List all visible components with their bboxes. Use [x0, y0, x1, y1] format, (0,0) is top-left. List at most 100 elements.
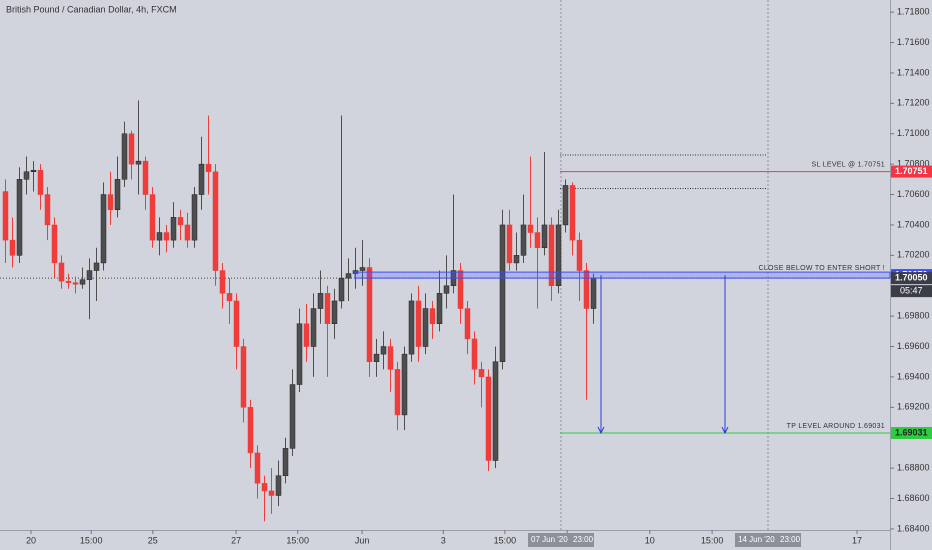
level-badge-label: 1.69031	[895, 427, 928, 437]
candle-body	[457, 270, 464, 309]
countdown-label: 05:47	[900, 286, 923, 296]
y-tick-label: 1.68600	[897, 493, 930, 503]
candle-body	[240, 346, 247, 408]
candle-body	[9, 239, 16, 256]
x-tick-label: 20	[26, 535, 36, 545]
candle-body	[590, 277, 597, 309]
candle-body	[170, 217, 177, 241]
y-tick-label: 1.70800	[897, 159, 930, 169]
level-badge	[891, 427, 932, 440]
candle-body	[163, 232, 170, 241]
y-tick-label: 1.68400	[897, 523, 930, 533]
level-label: CLOSE BELOW TO ENTER SHORT !	[758, 265, 885, 272]
candle-body	[401, 353, 408, 416]
candle-body	[485, 376, 492, 461]
candle-body	[79, 279, 86, 285]
candle-body	[436, 293, 443, 324]
candle-body	[93, 262, 100, 271]
candle-body	[191, 194, 198, 241]
candle-body	[58, 262, 65, 282]
candle-body	[562, 185, 569, 226]
candle-body	[114, 179, 121, 210]
candle-body	[107, 194, 114, 210]
candle-body	[205, 163, 212, 172]
candle-body	[324, 293, 331, 324]
candle-body	[177, 217, 184, 226]
candle-body	[149, 194, 156, 241]
candle-body	[16, 179, 23, 256]
x-tick-label: 10	[645, 535, 655, 545]
candle-body	[72, 282, 79, 285]
candle-body	[282, 448, 289, 476]
level-label: SL LEVEL @ 1.70751	[812, 161, 885, 168]
candle-body	[506, 224, 513, 264]
candle-body	[464, 308, 471, 340]
candle-body	[51, 224, 58, 264]
x-tick-label: 25	[148, 535, 158, 545]
candle-body	[520, 224, 527, 256]
candle-body	[548, 224, 555, 286]
candle-body	[492, 361, 499, 461]
candle-body	[387, 346, 394, 370]
candle-body	[100, 194, 107, 264]
candle-body	[296, 323, 303, 385]
candle-body	[275, 475, 282, 496]
price-badge-label: 1.70050	[895, 273, 928, 283]
candle-body	[142, 160, 149, 195]
level-label: TP LEVEL AROUND 1.69031	[787, 423, 885, 430]
entry-zone	[354, 271, 891, 279]
candle-body	[534, 232, 541, 248]
y-tick-label: 1.69400	[897, 371, 930, 381]
candle-body	[366, 267, 373, 362]
y-tick-label: 1.71400	[897, 67, 930, 77]
candle-body	[37, 169, 44, 195]
candle-body	[359, 267, 366, 271]
candle-body	[23, 171, 30, 180]
candle-body	[527, 224, 534, 233]
level-badge-label: 1.70751	[895, 166, 928, 176]
candle-body	[233, 300, 240, 347]
x-tick-label: Jun	[355, 535, 370, 545]
price-badge	[891, 272, 932, 285]
arrow-head	[597, 426, 605, 435]
candle-body	[212, 171, 219, 271]
x-tick-label: 15:00	[286, 535, 309, 545]
candle-body	[184, 224, 191, 241]
candle-body	[121, 133, 128, 180]
y-tick-label: 1.71800	[897, 7, 930, 17]
y-tick-label: 1.69200	[897, 402, 930, 412]
candle-body	[569, 185, 576, 241]
candle-body	[303, 323, 310, 347]
candle-body	[44, 194, 51, 226]
candle-body	[576, 239, 583, 271]
candle-body	[555, 224, 562, 286]
chart-title: British Pound / Canadian Dollar, 4h, FXC…	[6, 4, 177, 14]
candle-body	[513, 255, 520, 264]
candle-body	[373, 353, 380, 362]
time-badge-time: 23:00	[573, 535, 594, 544]
level-badge	[891, 165, 932, 178]
y-tick-label: 1.71600	[897, 37, 930, 47]
candle-body	[415, 300, 422, 347]
x-tick-label: 15:00	[80, 535, 103, 545]
candle-body	[261, 483, 268, 492]
candle-body	[443, 285, 450, 294]
x-tick-label: 17	[852, 535, 862, 545]
candle-body	[317, 293, 324, 309]
arrow-head	[721, 426, 729, 435]
time-badge	[528, 533, 594, 547]
candle-body	[30, 169, 37, 172]
x-tick-label: 27	[231, 535, 241, 545]
candle-body	[408, 300, 415, 355]
y-tick-label: 1.70200	[897, 250, 930, 260]
candle-body	[478, 369, 485, 378]
y-tick-label: 1.71000	[897, 128, 930, 138]
y-tick-label: 1.70600	[897, 189, 930, 199]
candle-body	[65, 280, 72, 283]
candle-body	[289, 384, 296, 449]
candle-body	[310, 308, 317, 347]
candle-body	[268, 490, 275, 496]
candle-body	[338, 277, 345, 302]
